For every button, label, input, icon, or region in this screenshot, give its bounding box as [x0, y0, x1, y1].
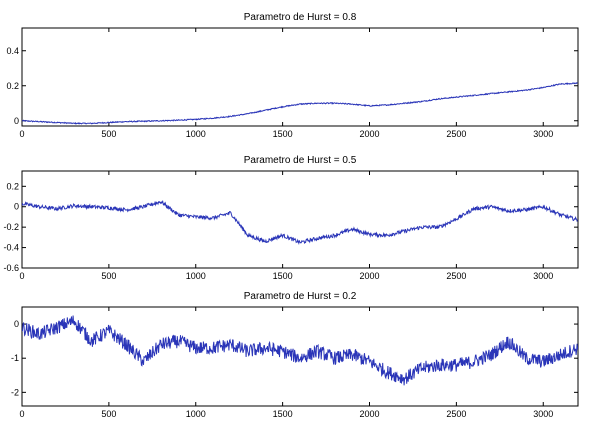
x-tick-label: 2500 — [446, 271, 466, 281]
x-tick-label: 2500 — [446, 129, 466, 139]
y-tick-label: 0.4 — [6, 46, 19, 56]
x-tick-label: 2500 — [446, 409, 466, 419]
panel-hurst-0.8: Parametro de Hurst = 0.8 0 500 1000 1500 200… — [6, 12, 579, 139]
plot-frame — [21, 170, 579, 269]
x-tick-label: 3000 — [533, 409, 553, 419]
x-tick-label: 1500 — [273, 409, 293, 419]
panel-title: Parametro de Hurst = 0.2 — [244, 291, 357, 302]
y-tick-label: 0 — [14, 116, 19, 126]
y-tick-label: -1 — [11, 353, 19, 363]
x-tick-label: 500 — [101, 271, 116, 281]
y-tick-label: 0.2 — [6, 81, 19, 91]
y-tick-label: 0.2 — [6, 181, 19, 191]
plot-frame — [21, 27, 579, 127]
x-tick-label: 500 — [101, 129, 116, 139]
series-line — [22, 82, 578, 125]
x-tick-label: 500 — [101, 409, 116, 419]
x-tick-label: 3000 — [533, 271, 553, 281]
plot-frame — [21, 306, 579, 407]
series-line — [22, 199, 578, 245]
x-tick-label: 3000 — [533, 129, 553, 139]
panel-title: Parametro de Hurst = 0.5 — [244, 155, 357, 166]
x-tick-label: 1000 — [186, 129, 206, 139]
panel-title: Parametro de Hurst = 0.8 — [244, 12, 357, 23]
x-tick-label: 0 — [19, 271, 24, 281]
x-tick-label: 1000 — [186, 271, 206, 281]
y-tick-label: 0 — [14, 319, 19, 329]
x-tick-label: 2000 — [359, 271, 379, 281]
panel-hurst-0.5: Parametro de Hurst = 0.5 0 500 1000 1500 200… — [3, 155, 579, 281]
y-tick-label: -2 — [11, 387, 19, 397]
x-tick-label: 0 — [19, 409, 24, 419]
x-tick-label: 1500 — [273, 129, 293, 139]
y-tick-label: -0.2 — [3, 222, 19, 232]
x-tick-label: 0 — [19, 129, 24, 139]
x-tick-label: 1000 — [186, 409, 206, 419]
y-tick-label: -0.4 — [3, 243, 19, 253]
x-tick-label: 1500 — [273, 271, 293, 281]
x-tick-label: 2000 — [359, 129, 379, 139]
y-tick-label: -0.6 — [3, 263, 19, 273]
panel-hurst-0.2: Parametro de Hurst = 0.2 0 500 1000 1500 200… — [11, 291, 579, 419]
series-line — [22, 315, 578, 386]
x-tick-label: 2000 — [359, 409, 379, 419]
y-tick-label: 0 — [14, 202, 19, 212]
